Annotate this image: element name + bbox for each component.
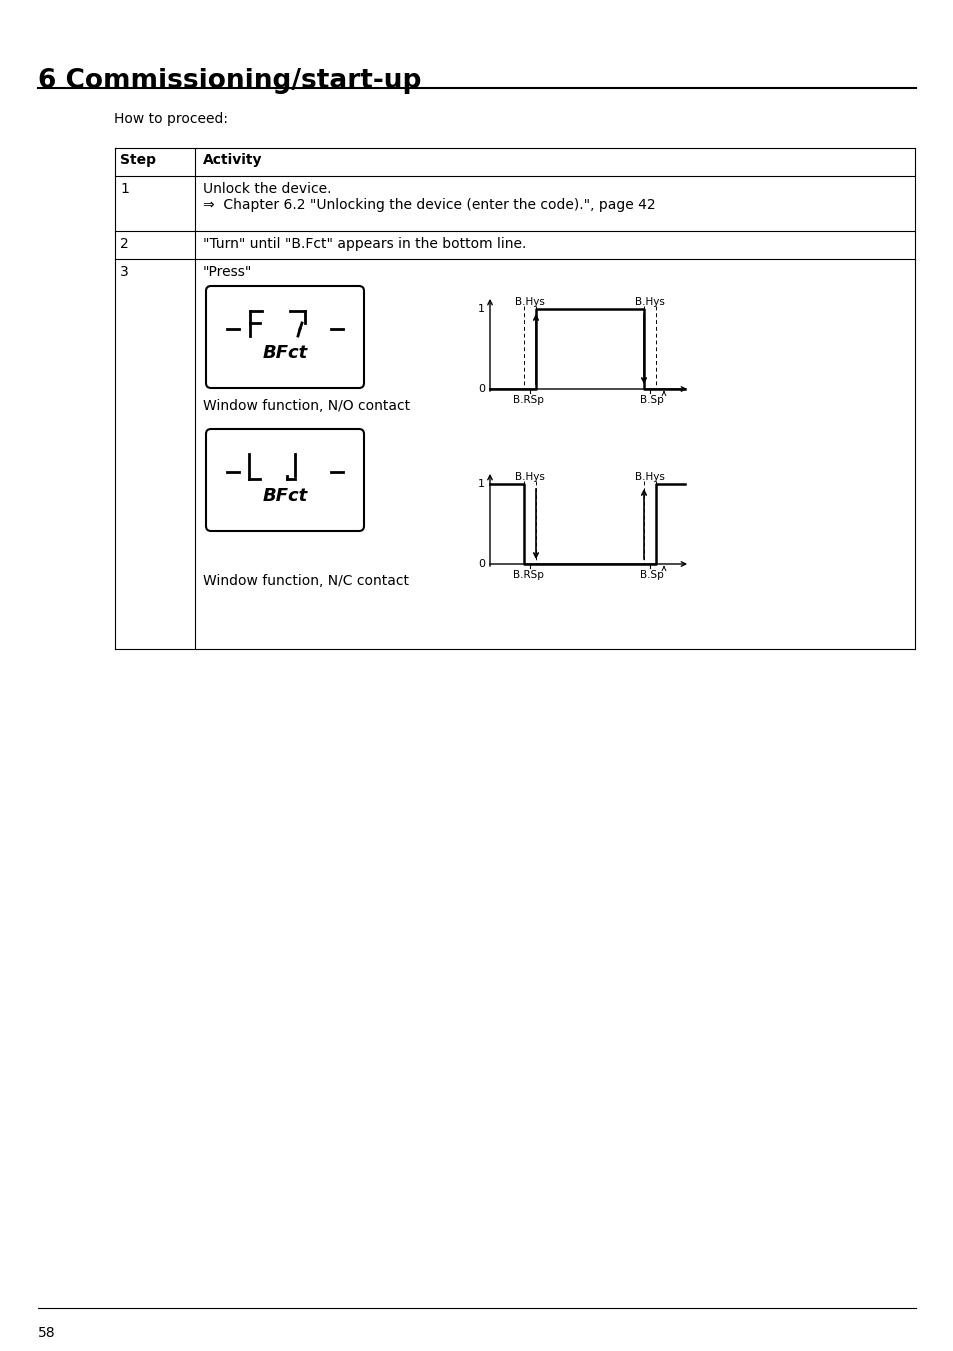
Text: Unlock the device.: Unlock the device. [203, 182, 331, 196]
Text: Step: Step [120, 153, 156, 168]
Text: B.Hys: B.Hys [515, 471, 544, 482]
Text: B.Hys: B.Hys [515, 297, 544, 307]
Text: 0: 0 [477, 384, 484, 394]
Text: 1: 1 [120, 182, 129, 196]
Text: 1: 1 [477, 304, 484, 313]
Text: B.RSp: B.RSp [512, 570, 543, 580]
Text: Window function, N/C contact: Window function, N/C contact [203, 574, 409, 588]
Text: B.Sp: B.Sp [639, 570, 663, 580]
Text: B.RSp: B.RSp [512, 394, 543, 405]
Text: 58: 58 [38, 1325, 55, 1340]
Text: B.Sp: B.Sp [639, 394, 663, 405]
Text: 6 Commissioning/start-up: 6 Commissioning/start-up [38, 68, 421, 95]
Text: ⇒  Chapter 6.2 "Unlocking the device (enter the code).", page 42: ⇒ Chapter 6.2 "Unlocking the device (ent… [203, 199, 655, 212]
Text: 2: 2 [120, 236, 129, 251]
Text: BFct: BFct [262, 486, 307, 505]
Text: 0: 0 [477, 559, 484, 569]
Text: 1: 1 [477, 480, 484, 489]
Text: "Turn" until "B.Fct" appears in the bottom line.: "Turn" until "B.Fct" appears in the bott… [203, 236, 526, 251]
Text: BFct: BFct [262, 345, 307, 362]
FancyBboxPatch shape [206, 430, 364, 531]
Text: B.Hys: B.Hys [635, 471, 664, 482]
Text: How to proceed:: How to proceed: [113, 112, 228, 126]
Text: B.Hys: B.Hys [635, 297, 664, 307]
Text: "Press": "Press" [203, 265, 253, 280]
Text: Window function, N/O contact: Window function, N/O contact [203, 399, 410, 413]
Text: Activity: Activity [203, 153, 262, 168]
FancyBboxPatch shape [206, 286, 364, 388]
Text: 3: 3 [120, 265, 129, 280]
